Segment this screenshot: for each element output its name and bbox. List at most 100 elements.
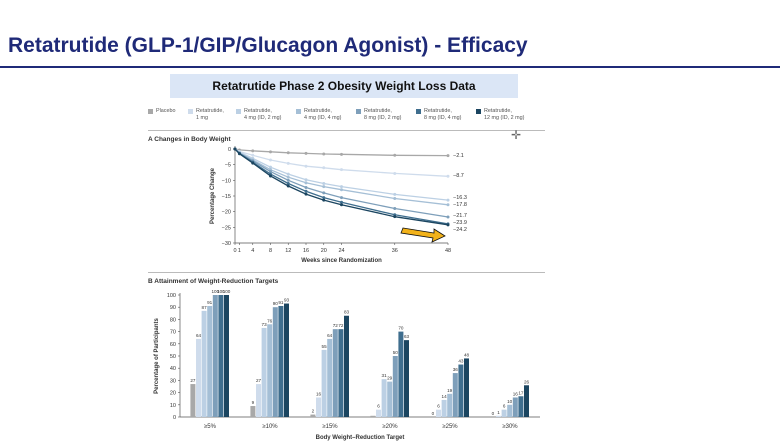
y-tick-label: 40 — [170, 366, 176, 372]
bar-value-label: 0 — [432, 411, 435, 416]
legend-swatch — [476, 109, 481, 114]
legend-divider — [148, 130, 545, 131]
legend-label: Retatrutide, 8 mg (ID, 4 mg) — [424, 108, 462, 121]
bar-value-label: 63 — [404, 334, 410, 339]
data-point — [322, 198, 326, 202]
data-point — [304, 181, 308, 185]
bar — [321, 349, 327, 417]
bar — [344, 315, 349, 417]
x-tick-label: 4 — [251, 248, 254, 254]
x-tick-label: 8 — [269, 248, 272, 254]
x-tick-label: 1 — [238, 248, 241, 254]
x-tick-label: 16 — [303, 248, 309, 254]
bar-value-label: 36 — [453, 367, 459, 372]
bar — [381, 379, 387, 417]
data-point — [233, 147, 237, 151]
series-line — [234, 148, 449, 177]
legend-swatch — [356, 109, 361, 114]
bar-value-label: 50 — [393, 350, 399, 355]
data-point — [322, 181, 326, 185]
bar-value-label: 64 — [196, 333, 202, 338]
bar-value-label: 100 — [223, 289, 231, 294]
legend-label: Retatrutide, 8 mg (ID, 2 mg) — [364, 108, 402, 121]
data-point — [393, 207, 397, 211]
bar-value-label: 72 — [333, 323, 339, 328]
data-point — [269, 150, 272, 154]
bar-value-label: 70 — [398, 326, 404, 331]
bar-value-label: 26 — [524, 379, 530, 384]
bar-value-label: 76 — [267, 318, 273, 323]
bar-value-label: 27 — [256, 378, 262, 383]
y-tick-label: 0 — [173, 415, 176, 421]
data-point — [304, 151, 308, 155]
y-tick-label: 10 — [170, 403, 176, 409]
data-point — [304, 164, 308, 168]
legend-label: Retatrutide, 4 mg (ID, 4 mg) — [304, 108, 342, 121]
x-tick-label: ≥30% — [502, 424, 518, 430]
bar — [327, 338, 333, 417]
legend-item: Retatrutide, 1 mg — [188, 108, 224, 121]
data-point — [269, 170, 272, 174]
x-tick-label: ≥20% — [382, 424, 398, 430]
legend-swatch — [188, 109, 193, 114]
bar — [398, 331, 404, 417]
x-tick-label: 0 — [233, 248, 236, 254]
bar — [332, 329, 338, 417]
data-point — [322, 152, 326, 156]
data-point — [446, 215, 450, 219]
legend-label: Retatrutide, 12 mg (ID, 2 mg) — [484, 108, 525, 121]
bar-value-label: 73 — [262, 322, 268, 327]
bar-value-label: 55 — [322, 344, 328, 349]
bar-value-label: 29 — [387, 376, 393, 381]
legend-item: Retatrutide, 12 mg (ID, 2 mg) — [476, 108, 524, 121]
legend-label: Placebo — [156, 108, 176, 114]
data-point — [393, 215, 397, 219]
data-point — [340, 200, 343, 204]
data-point — [393, 192, 397, 196]
data-point — [446, 223, 450, 227]
data-point — [269, 174, 272, 178]
y-tick-label: −25 — [222, 225, 231, 231]
bar — [458, 364, 464, 417]
y-tick-label: −30 — [222, 241, 231, 247]
bar-value-label: 83 — [344, 310, 350, 315]
bar-value-label: 16 — [316, 391, 322, 396]
x-tick-label: ≥25% — [442, 424, 458, 430]
bar-value-label: 72 — [338, 323, 344, 328]
bar — [267, 324, 273, 417]
bar — [376, 409, 381, 417]
bar — [278, 305, 284, 417]
data-point — [340, 188, 343, 192]
series-line — [234, 148, 449, 157]
data-point — [286, 178, 290, 182]
bar-value-label: 93 — [284, 298, 290, 303]
data-point — [304, 192, 308, 196]
data-point — [286, 181, 290, 185]
bar — [316, 397, 321, 417]
y-axis-title: Percentage Change — [210, 167, 216, 224]
bar — [507, 404, 513, 417]
bar — [392, 356, 398, 417]
bar — [447, 393, 453, 417]
x-tick-label: 12 — [285, 248, 291, 254]
end-value-label: −23.9 — [453, 220, 467, 226]
bar — [272, 307, 278, 417]
legend-label: Retatrutide, 1 mg — [196, 108, 224, 121]
data-point — [286, 184, 290, 188]
bar-value-label: 6 — [437, 404, 440, 409]
end-value-label: −21.7 — [453, 213, 467, 219]
slide-title: Retatrutide (GLP-1/GIP/Glucagon Agonist)… — [8, 34, 528, 57]
legend-item: Retatrutide, 4 mg (ID, 4 mg) — [296, 108, 341, 121]
y-tick-label: −15 — [222, 194, 231, 200]
bar-value-label: 100 — [217, 289, 225, 294]
bar-value-label: 10 — [507, 399, 513, 404]
x-tick-label: ≥15% — [322, 424, 338, 430]
data-point — [322, 191, 326, 195]
bar — [201, 310, 207, 417]
x-tick-label: 20 — [321, 248, 327, 254]
data-point — [269, 165, 272, 169]
chart-legend: Placebo Retatrutide, 1 mg Retatrutide, 4 mg … — [148, 108, 545, 130]
bar — [190, 384, 196, 417]
bar-value-label: 14 — [442, 394, 448, 399]
data-point — [393, 153, 397, 157]
